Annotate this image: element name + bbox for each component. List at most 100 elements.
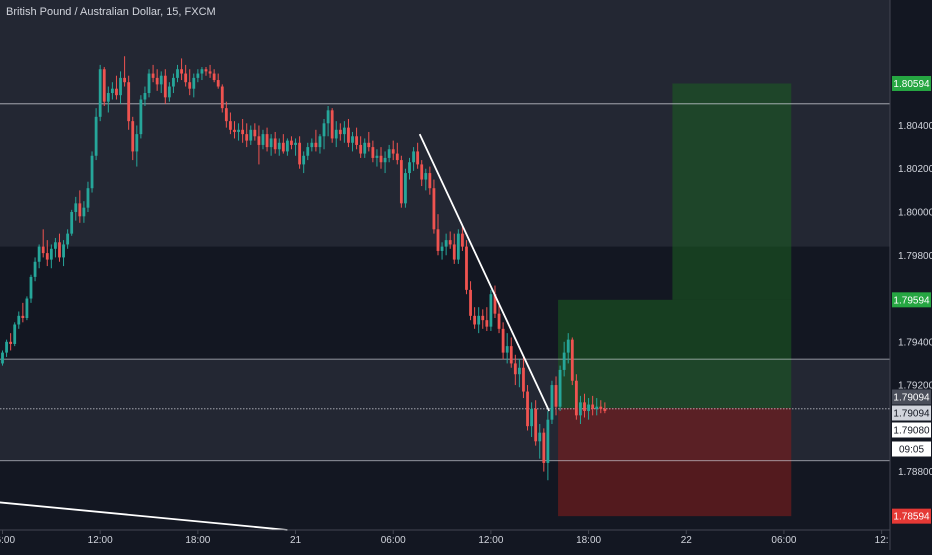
candle-body bbox=[74, 203, 78, 212]
candle-body bbox=[469, 289, 472, 316]
candle-body bbox=[347, 127, 350, 143]
candle-body bbox=[17, 315, 21, 325]
target-zone bbox=[558, 299, 792, 408]
time-tick-label: 12:00 bbox=[478, 535, 503, 546]
candle-body bbox=[94, 116, 98, 156]
candle-body bbox=[558, 369, 562, 407]
candle-body bbox=[286, 140, 289, 152]
candle-body bbox=[21, 315, 25, 318]
candle-body bbox=[334, 129, 338, 139]
candle-body bbox=[5, 341, 8, 353]
candle-body bbox=[241, 129, 245, 135]
position-tool-layer bbox=[558, 83, 792, 517]
candle-body bbox=[363, 142, 367, 154]
candle-body bbox=[448, 240, 452, 245]
price-tick-label: 1.79400 bbox=[898, 337, 932, 348]
candle-body bbox=[110, 88, 114, 94]
candle-body bbox=[489, 294, 493, 327]
candle-body bbox=[37, 246, 41, 262]
candle-body bbox=[261, 134, 265, 145]
candle-body bbox=[302, 155, 306, 165]
candle-body bbox=[233, 129, 236, 132]
candle-body bbox=[375, 155, 379, 158]
candle-body bbox=[391, 149, 395, 154]
candle-body bbox=[493, 294, 497, 314]
candle-body bbox=[574, 380, 578, 416]
candle-body bbox=[33, 261, 37, 277]
trendline[interactable] bbox=[0, 501, 288, 531]
candle-body bbox=[456, 233, 460, 260]
price-tag bbox=[892, 389, 931, 405]
candle-body bbox=[399, 160, 403, 204]
candle-body bbox=[167, 86, 171, 98]
candle-body bbox=[98, 69, 102, 117]
candle-body bbox=[314, 142, 318, 148]
candle-body bbox=[208, 71, 212, 74]
time-tick-label: 12:00 bbox=[88, 535, 113, 546]
candles-layer bbox=[1, 56, 607, 481]
price-tick-label: 1.79800 bbox=[898, 251, 932, 262]
candle-body bbox=[196, 73, 200, 78]
candle-body bbox=[180, 69, 183, 74]
candle-body bbox=[216, 80, 220, 87]
candle-body bbox=[579, 402, 582, 416]
candle-body bbox=[485, 320, 489, 327]
candle-body bbox=[277, 142, 281, 150]
candle-body bbox=[220, 86, 224, 109]
candle-body bbox=[603, 408, 607, 412]
horizontal-levels-layer bbox=[0, 103, 890, 462]
candle-body bbox=[379, 155, 383, 163]
candle-body bbox=[269, 138, 273, 148]
price-tick-label: 1.79200 bbox=[898, 381, 932, 392]
candle-body bbox=[273, 138, 277, 150]
price-axis-background[interactable] bbox=[890, 0, 932, 550]
price-tag-label: 09:05 bbox=[899, 445, 924, 456]
time-tick-label: 06:00 bbox=[381, 535, 406, 546]
candle-body bbox=[436, 229, 440, 251]
price-tag bbox=[892, 508, 931, 524]
candle-body bbox=[127, 82, 131, 122]
candle-body bbox=[408, 162, 411, 174]
candle-body bbox=[371, 147, 375, 158]
trendline[interactable] bbox=[418, 133, 550, 412]
candle-body bbox=[41, 246, 45, 254]
candle-body bbox=[102, 69, 106, 102]
candle-body bbox=[229, 121, 232, 130]
candle-body bbox=[595, 406, 599, 409]
candle-body bbox=[505, 346, 509, 353]
candle-body bbox=[139, 99, 143, 135]
candle-body bbox=[513, 363, 517, 375]
target-zone-upper bbox=[672, 83, 792, 300]
candle-body bbox=[530, 408, 533, 427]
candle-body bbox=[298, 142, 302, 165]
candle-body bbox=[310, 142, 314, 148]
candle-body bbox=[599, 406, 603, 409]
candle-body bbox=[542, 432, 546, 463]
price-tag-label: 1.79094 bbox=[893, 393, 930, 404]
time-tick-label: 18:00 bbox=[576, 535, 601, 546]
candle-body bbox=[322, 123, 326, 137]
candle-body bbox=[497, 313, 501, 329]
candle-body bbox=[538, 432, 542, 442]
candle-body bbox=[1, 352, 4, 364]
candle-body bbox=[461, 233, 464, 247]
time-axis: 06:00 12:00 18:00 21 06:00 12:00 18:00 22 06:00 1… bbox=[0, 530, 889, 546]
candle-body bbox=[151, 73, 155, 78]
candle-body bbox=[501, 328, 505, 353]
candle-body bbox=[420, 164, 424, 180]
candle-body bbox=[526, 391, 529, 427]
candle-body bbox=[359, 144, 363, 154]
price-tag bbox=[892, 405, 931, 421]
price-tag-label: 1.78594 bbox=[893, 512, 930, 523]
candle-body bbox=[70, 212, 74, 234]
candle-body bbox=[318, 136, 322, 148]
candle-body bbox=[131, 121, 135, 152]
candle-body bbox=[172, 77, 175, 87]
candle-body bbox=[367, 142, 371, 148]
price-tag bbox=[892, 292, 931, 308]
candle-body bbox=[432, 188, 436, 230]
candle-body bbox=[245, 134, 249, 141]
time-tick-label: 12: bbox=[875, 535, 889, 546]
